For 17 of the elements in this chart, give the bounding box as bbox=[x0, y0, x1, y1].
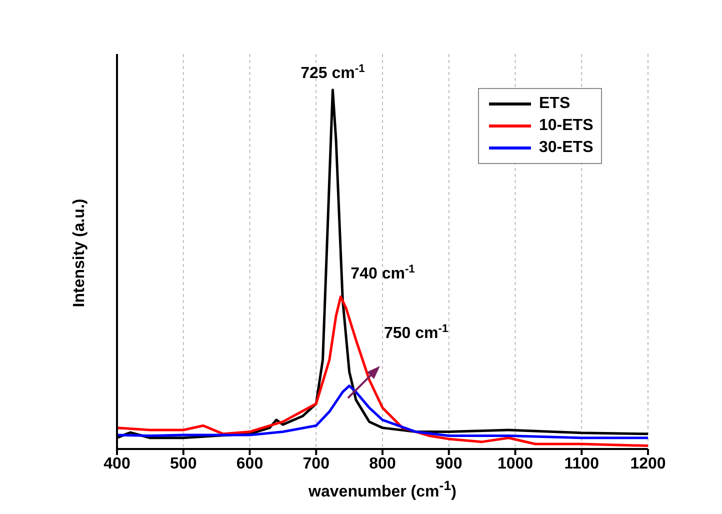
x-tick-label: 1100 bbox=[564, 455, 600, 472]
annotation: 750 cm$^{-1}$ bbox=[384, 323, 448, 342]
y-axis-title: Intensity (a.u.) bbox=[71, 198, 89, 308]
x-axis-title: wavenumber (cm$^{-1}$) bbox=[308, 478, 458, 502]
x-tick-label: 500 bbox=[170, 455, 197, 472]
x-tick-label: 800 bbox=[369, 455, 396, 472]
x-tick-label: 600 bbox=[236, 455, 264, 472]
legend-label: 10-ETS bbox=[539, 117, 594, 135]
annotation: 740 cm$^{-1}$ bbox=[350, 264, 415, 283]
legend-label: ETS bbox=[539, 95, 570, 113]
x-tick-label: 700 bbox=[302, 455, 330, 472]
annotation: 725 cm$^{-1}$ bbox=[300, 62, 365, 82]
x-tick-label: 900 bbox=[436, 455, 462, 472]
legend-label: 30-ETS bbox=[539, 139, 594, 157]
x-tick-label: 400 bbox=[104, 455, 130, 472]
x-tick-label: 1000 bbox=[497, 455, 534, 472]
x-tick-label: 1200 bbox=[630, 455, 666, 472]
